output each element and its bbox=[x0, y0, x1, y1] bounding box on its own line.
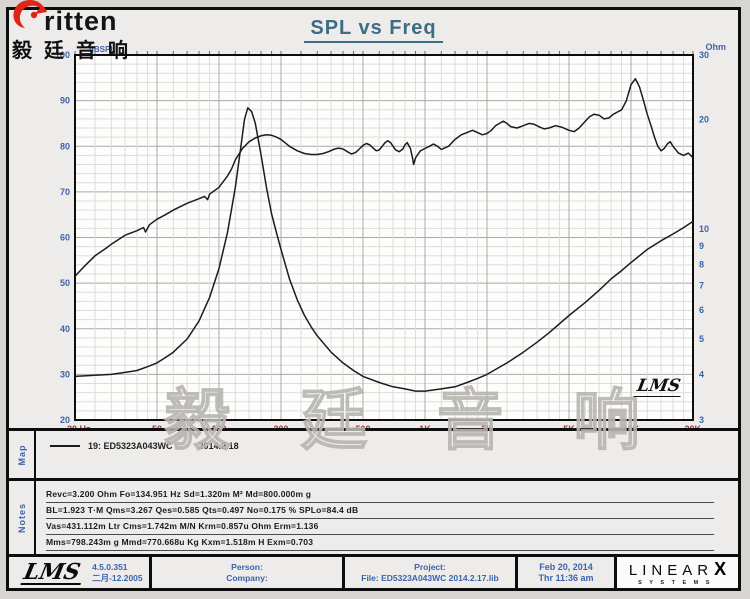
right-axis-unit-label: Ohm bbox=[705, 42, 726, 52]
svg-text:2K: 2K bbox=[481, 424, 493, 428]
logo-brand-text: ritten bbox=[44, 5, 118, 36]
svg-text:10K: 10K bbox=[623, 424, 640, 428]
svg-text:4: 4 bbox=[699, 369, 704, 379]
svg-text:3: 3 bbox=[699, 415, 704, 425]
svg-text:200: 200 bbox=[273, 424, 288, 428]
svg-text:1K: 1K bbox=[419, 424, 431, 428]
legend-curve-name: 19: ED5323A043WC bbox=[88, 441, 173, 451]
chart-section: 20 30 40 50 60 70 80 90 100 dBSPL 3 4 5 6 7 8 9 10 20 30 20 … bbox=[9, 10, 738, 428]
legend-curve-date: 2014.2.18 bbox=[198, 441, 239, 451]
logo-company-chinese: 毅廷音响 bbox=[12, 40, 140, 62]
svg-text:5: 5 bbox=[699, 334, 704, 344]
lms-plot-logo: LMS bbox=[633, 376, 684, 397]
footer-datetime-cell: Feb 20, 2014 Thr 11:36 am bbox=[515, 557, 614, 588]
note-line-parameters-4: Mms=798.243m g Mmd=770.668u Kg Kxm=1.518… bbox=[46, 535, 714, 551]
svg-text:90: 90 bbox=[60, 96, 70, 106]
notes-section-label: Notes bbox=[9, 481, 36, 554]
svg-text:6: 6 bbox=[699, 305, 704, 315]
file-label: File: ED5323A043WC 2014.2.17.lib bbox=[361, 572, 499, 583]
svg-text:8: 8 bbox=[699, 260, 704, 270]
svg-text:dBSPL: dBSPL bbox=[89, 45, 115, 54]
lms-version-number: 4.5.0.351 bbox=[92, 561, 128, 572]
report-time: Thr 11:36 am bbox=[538, 572, 594, 583]
svg-text:20: 20 bbox=[699, 114, 709, 124]
person-label: Person: bbox=[231, 561, 263, 572]
svg-text:80: 80 bbox=[60, 141, 70, 151]
note-line-parameters-1: Revc=3.200 Ohm Fo=134.951 Hz Sd=1.320m M… bbox=[46, 487, 714, 503]
linearx-logo: LINEAR X SYSTEMS bbox=[629, 559, 726, 586]
svg-text:9: 9 bbox=[699, 241, 704, 251]
logo-swoosh-icon bbox=[12, 0, 48, 33]
company-label: Company: bbox=[226, 572, 268, 583]
spl-vs-freq-chart: 20 30 40 50 60 70 80 90 100 dBSPL 3 4 5 6 7 8 9 10 20 30 20 … bbox=[55, 45, 709, 428]
lms-logo: LMS bbox=[20, 559, 86, 585]
svg-text:50: 50 bbox=[152, 424, 162, 428]
note-line-parameters-2: BL=1.923 T·M Qms=3.267 Qes=0.585 Qts=0.4… bbox=[46, 503, 714, 519]
legend-row: 19: ED5323A043WC 2014.2.18 bbox=[50, 441, 239, 451]
svg-text:100: 100 bbox=[211, 424, 226, 428]
report-sheet: 20 30 40 50 60 70 80 90 100 dBSPL 3 4 5 6 7 8 9 10 20 30 20 … bbox=[6, 7, 741, 591]
footer-lms-cell: LMS 4.5.0.351 二月-12.2005 bbox=[9, 557, 149, 588]
map-section: Map 19: ED5323A043WC 2014.2.18 bbox=[9, 428, 738, 478]
footer-project-cell: Project: File: ED5323A043WC 2014.2.17.li… bbox=[342, 557, 515, 588]
svg-text:40: 40 bbox=[60, 324, 70, 334]
svg-text:50: 50 bbox=[60, 278, 70, 288]
svg-text:70: 70 bbox=[60, 187, 70, 197]
chart-title: SPL vs Freq bbox=[9, 17, 738, 43]
linearx-logo-systems: SYSTEMS bbox=[638, 580, 717, 586]
notes-section: Notes Revc=3.200 Ohm Fo=134.951 Hz Sd=1.… bbox=[9, 478, 738, 554]
svg-text:20K: 20K bbox=[684, 424, 701, 428]
svg-text:60: 60 bbox=[60, 233, 70, 243]
svg-text:30: 30 bbox=[60, 369, 70, 379]
svg-text:100: 100 bbox=[55, 50, 70, 60]
note-line-parameters-3: Vas=431.112m Ltr Cms=1.742m M/N Krm=0.85… bbox=[46, 519, 714, 535]
lms-version-date: 二月-12.2005 bbox=[92, 572, 143, 583]
svg-text:20: 20 bbox=[60, 415, 70, 425]
footer-bar: LMS 4.5.0.351 二月-12.2005 Person: Company… bbox=[9, 554, 738, 588]
report-date: Feb 20, 2014 bbox=[539, 561, 593, 572]
linearx-logo-x: X bbox=[714, 559, 727, 579]
lms-version-block: 4.5.0.351 二月-12.2005 bbox=[92, 562, 143, 584]
svg-text:10: 10 bbox=[699, 224, 709, 234]
linearx-logo-linear: LINEAR bbox=[628, 562, 714, 579]
svg-text:7: 7 bbox=[699, 281, 704, 291]
svg-text:5K: 5K bbox=[563, 424, 575, 428]
notes-content: Revc=3.200 Ohm Fo=134.951 Hz Sd=1.320m M… bbox=[34, 481, 738, 554]
svg-text:30: 30 bbox=[699, 50, 709, 60]
footer-person-cell: Person: Company: bbox=[149, 557, 342, 588]
legend-line-swatch bbox=[50, 445, 80, 447]
footer-linearx-cell: LINEAR X SYSTEMS bbox=[614, 557, 738, 588]
svg-text:20 Hz: 20 Hz bbox=[67, 424, 91, 428]
project-label: Project: bbox=[414, 561, 446, 572]
map-section-label: Map bbox=[9, 431, 36, 478]
svg-text:500: 500 bbox=[355, 424, 370, 428]
company-logo: ritten 毅廷音响 bbox=[12, 0, 202, 63]
map-legend: 19: ED5323A043WC 2014.2.18 bbox=[34, 431, 738, 478]
